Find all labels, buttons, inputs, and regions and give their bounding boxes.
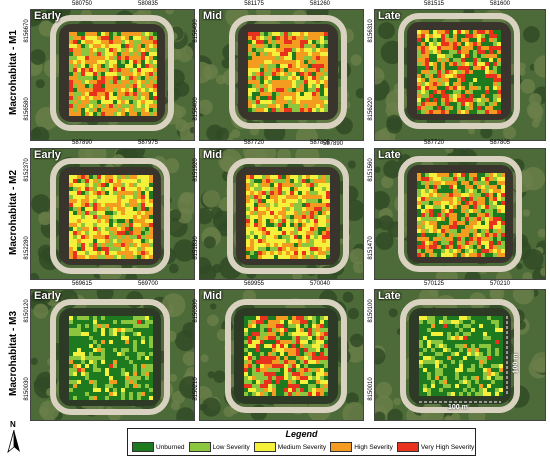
panel-title: Mid: [203, 149, 222, 161]
legend-label: Unburned: [156, 443, 185, 451]
map-panel-r3-early: Early: [30, 289, 195, 421]
legend-item: High Severity: [330, 442, 393, 452]
easting-label: 581175: [244, 1, 264, 7]
map-panel-r1-early: Early: [30, 9, 195, 141]
northing-label: 8151470: [368, 236, 374, 260]
easting-label: 587975: [137, 140, 159, 146]
panel-title: Mid: [203, 290, 222, 302]
legend-item: Unburned: [132, 442, 185, 452]
legend-label: Medium Severity: [277, 443, 327, 451]
panel-title: Early: [34, 10, 61, 22]
map-image: [375, 290, 545, 420]
map-image: [31, 149, 194, 279]
legend-item: Medium Severity: [253, 442, 327, 452]
panel-title: Early: [34, 290, 61, 302]
map-image: [31, 290, 194, 420]
northing-label: 8151560: [368, 158, 374, 182]
panel-title: Early: [34, 149, 61, 161]
row-label-m1: Macrohabitat - M1: [7, 29, 19, 115]
northing-label: 8150120: [24, 299, 30, 323]
easting-label: 570125: [423, 281, 445, 287]
easting-label: 580835: [137, 1, 159, 7]
northing-label: 8150210: [193, 377, 199, 401]
easting-label: 580750: [71, 1, 93, 7]
legend-swatch: [188, 442, 211, 452]
easting-label: 569700: [137, 281, 159, 287]
panel-title: Mid: [203, 10, 222, 22]
map-panel-r2-early: Early: [30, 148, 195, 280]
easting-label: 569955: [243, 281, 265, 287]
easting-label: 581600: [489, 1, 511, 7]
north-label: N: [10, 420, 16, 429]
map-panel-r3-mid: Mid: [199, 289, 364, 421]
panel-title: Late: [378, 10, 401, 22]
legend-swatch: [253, 442, 276, 452]
easting-label: 587805: [489, 140, 511, 146]
legend-item: Low Severity: [188, 442, 250, 452]
northing-label: 8150100: [368, 299, 374, 323]
panel-title: Late: [378, 290, 401, 302]
extra-coordinate-label: 587890: [322, 141, 344, 147]
north-arrow-icon: [7, 430, 20, 454]
northing-label: 8150010: [368, 377, 374, 401]
northing-label: 8156310: [368, 19, 374, 43]
scale-horizontal-label: 100 m: [448, 404, 468, 411]
northing-label: 8156400: [193, 97, 199, 121]
map-image: [200, 149, 363, 279]
easting-label: 587720: [243, 140, 265, 146]
legend-swatch: [330, 442, 353, 452]
row-label-m2: Macrohabitat - M2: [7, 169, 19, 255]
map-image: [31, 10, 194, 140]
northing-label: 8150030: [24, 377, 30, 401]
legend-item: Very High Severity: [396, 442, 475, 452]
north-arrow: N: [6, 420, 22, 454]
map-panel-r2-mid: Mid: [199, 148, 364, 280]
legend-title: Legend: [285, 429, 318, 439]
legend-items: Unburned Low Severity Medium Severity High …: [132, 442, 474, 452]
legend: Legend Unburned Low Severity Medium Severi…: [127, 428, 476, 456]
northing-label: 8156220: [368, 97, 374, 121]
easting-label: 570210: [489, 281, 511, 287]
easting-label: 569615: [71, 281, 93, 287]
scale-vertical-label: 100 m: [512, 353, 520, 374]
easting-label: 587805: [309, 140, 331, 146]
legend-label: High Severity: [354, 443, 393, 451]
map-image: [200, 10, 363, 140]
easting-label: 570040: [309, 281, 331, 287]
panel-title: Late: [378, 149, 401, 161]
northing-label: 8156580: [24, 97, 30, 121]
legend-swatch: [132, 442, 154, 452]
legend-label: Low Severity: [212, 443, 250, 451]
northing-label: 8150300: [193, 299, 199, 323]
map-image: [375, 149, 545, 279]
map-panel-r1-mid: Mid: [199, 9, 364, 141]
map-panel-r3-late: Late: [374, 289, 546, 421]
row-label-m3: Macrohabitat - M3: [7, 310, 19, 396]
map-panel-r2-late: Late: [374, 148, 546, 280]
northing-label: 8156670: [24, 19, 30, 43]
easting-label: 581260: [309, 1, 331, 7]
easting-label: 581515: [423, 1, 445, 7]
legend-label: Very High Severity: [420, 443, 475, 451]
northing-label: 8156490: [193, 19, 199, 43]
northing-label: 8151830: [193, 236, 199, 260]
easting-label: 587890: [71, 140, 93, 146]
easting-label: 587720: [423, 140, 445, 146]
northing-label: 8152280: [24, 236, 30, 260]
legend-swatch: [396, 442, 419, 452]
map-image: [375, 10, 545, 140]
map-panel-r1-late: Late: [374, 9, 546, 141]
map-image: [200, 290, 363, 420]
northing-label: 8151920: [193, 158, 199, 182]
northing-label: 8152370: [24, 158, 30, 182]
